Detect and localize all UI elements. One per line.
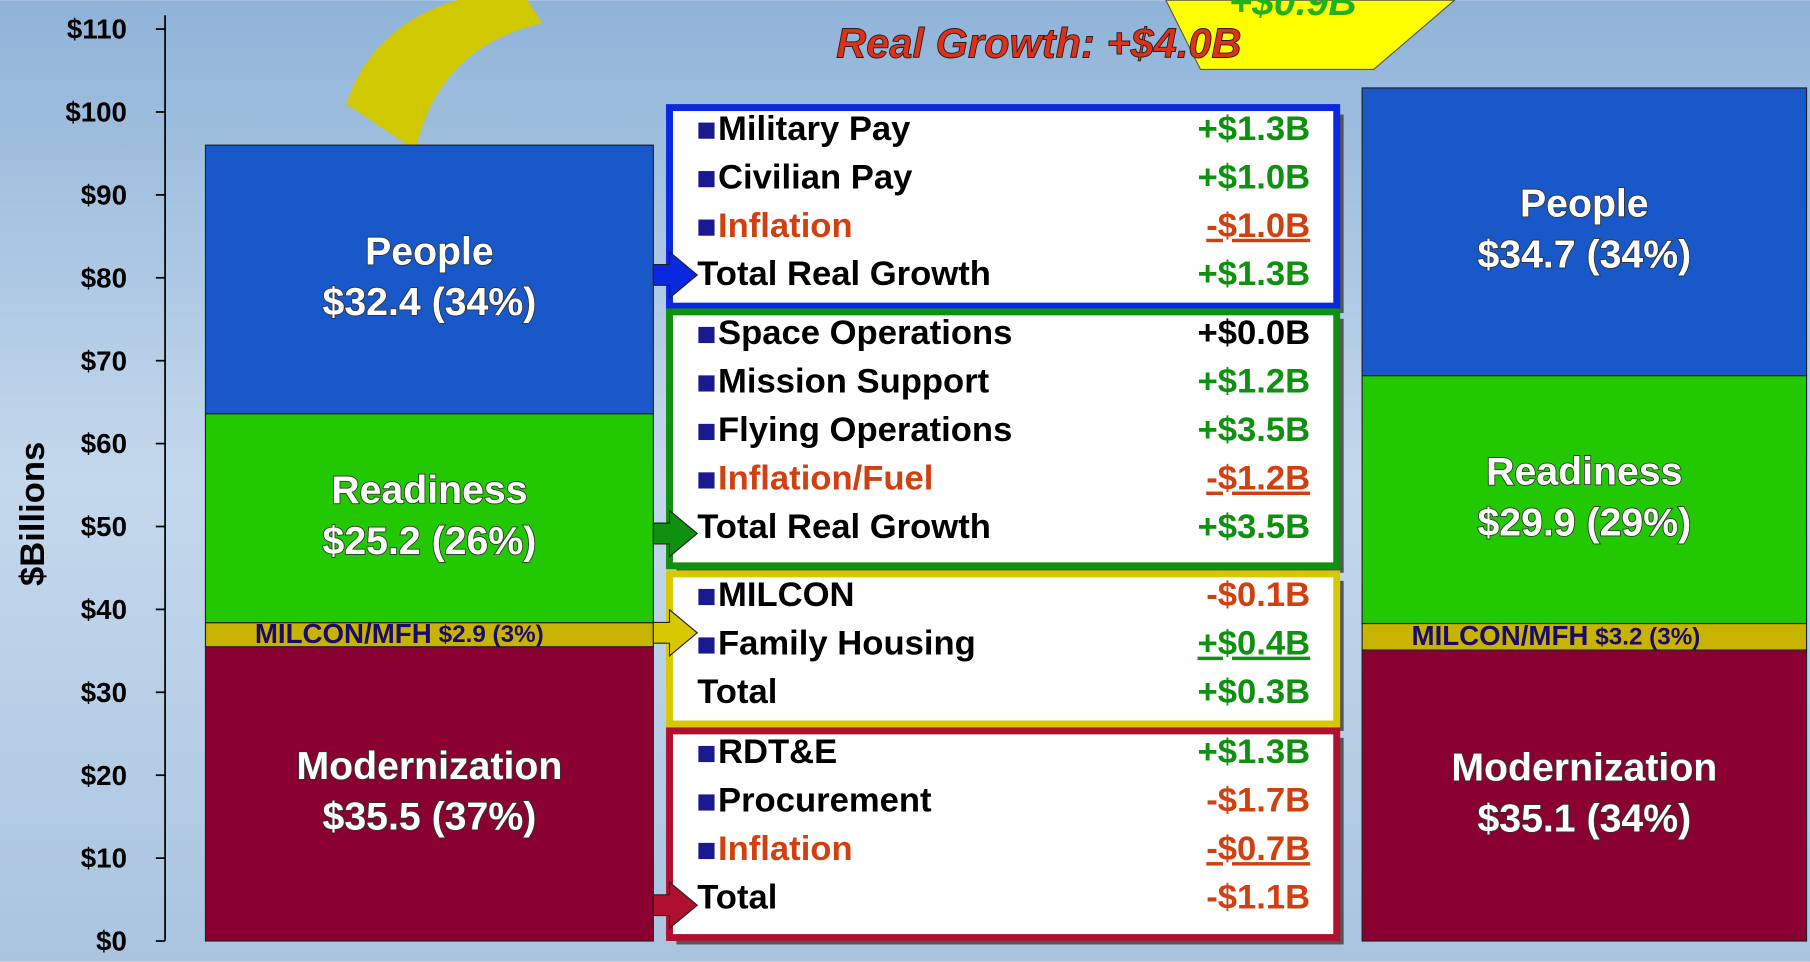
data-label: $34.7 (34%) [1477,233,1691,277]
bullet [698,220,714,236]
row-value: +$3.5B [1198,411,1311,449]
data-label: $35.1 (34%) [1477,796,1691,840]
row-label: Total [697,673,777,711]
row-label: Inflation [718,207,853,245]
row-value: +$0.3B [1198,673,1311,711]
data-label: $2.9 (3%) [439,621,544,648]
segment-name: People [1520,182,1649,226]
y-tick-label: $50 [81,511,127,542]
bullet [698,424,714,440]
row-value: -$1.7B [1206,782,1310,820]
segment-name: Modernization [1451,745,1717,789]
row-value: +$1.2B [1198,363,1311,401]
bullet [698,472,714,488]
y-tick-label: $90 [81,180,127,211]
bullet [698,327,714,343]
y-tick-label: $20 [81,760,127,791]
data-label: $35.5 (37%) [323,795,537,839]
row-label: Inflation [718,830,853,868]
slide: +$0.9B Real Growth: +$4.0B $Billions $0 $… [0,0,1810,962]
data-label: $25.2 (26%) [323,519,537,563]
row-label: Family Housing [718,625,976,663]
row-value: +$1.0B [1198,158,1311,196]
y-tick-label: $0 [96,926,127,957]
y-tick-label: $30 [81,677,127,708]
bullet [698,843,714,859]
row-value: -$1.2B [1206,460,1310,498]
y-tick-label: $110 [67,14,127,45]
row-value: +$1.3B [1198,110,1311,148]
row-value: +$1.3B [1198,255,1311,293]
segment-name: Readiness [1486,450,1682,494]
row-value: +$0.0B [1198,314,1311,352]
row-label: Procurement [718,782,932,820]
data-label: $32.4 (34%) [323,280,537,324]
row-label: Space Operations [718,314,1012,352]
y-axis-label: $Billions [14,442,52,586]
bullet [698,637,714,653]
row-value: -$0.7B [1206,830,1310,868]
chart-title: Real Growth: +$4.0B [836,19,1241,66]
row-label: Civilian Pay [718,158,913,196]
row-label: Flying Operations [718,411,1012,449]
row-value: +$0.4B [1198,625,1311,663]
bullet [698,123,714,139]
row-label: Military Pay [718,110,911,148]
bullet [698,794,714,810]
y-tick-label: $10 [81,843,127,874]
row-label: Inflation/Fuel [718,460,933,498]
data-label: $3.2 (3%) [1595,623,1700,650]
bullet [698,171,714,187]
row-label: Total Real Growth [697,508,991,546]
segment-name: MILCON/MFH [1412,620,1589,651]
y-tick-label: $100 [65,97,127,128]
bullet [698,375,714,391]
row-label: Total Real Growth [697,255,991,293]
row-value: -$1.1B [1206,879,1310,917]
row-value: -$1.0B [1206,207,1310,245]
row-label: RDT&E [718,733,837,771]
bullet [698,746,714,762]
segment-name: Modernization [296,744,562,788]
row-label: MILCON [718,576,855,614]
y-tick-label: $40 [81,594,127,625]
chart-subtitle: +$0.9B [1229,0,1357,24]
y-tick-label: $80 [81,262,127,293]
y-tick-label: $70 [81,345,127,376]
data-label: $29.9 (29%) [1477,500,1691,544]
row-label: Total [697,879,777,917]
row-value: -$0.1B [1206,576,1310,614]
segment-name: Readiness [331,468,527,512]
row-value: +$1.3B [1198,733,1311,771]
segment-name: People [365,229,494,273]
y-tick-label: $60 [81,428,127,459]
row-label: Mission Support [718,363,990,401]
row-value: +$3.5B [1198,508,1311,546]
bullet [698,589,714,605]
